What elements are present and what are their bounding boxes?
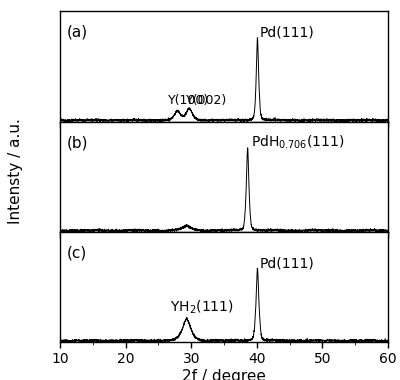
Text: (b): (b) xyxy=(66,135,88,150)
Text: Pd(111): Pd(111) xyxy=(260,257,315,271)
Text: Y(002): Y(002) xyxy=(186,94,227,107)
Text: (c): (c) xyxy=(66,245,87,260)
Text: Pd(111): Pd(111) xyxy=(260,26,315,40)
Text: YH$_2$(111): YH$_2$(111) xyxy=(170,299,234,316)
Text: Intensty / a.u.: Intensty / a.u. xyxy=(8,118,24,224)
Text: (a): (a) xyxy=(66,25,88,40)
Text: PdH$_{0.706}$(111): PdH$_{0.706}$(111) xyxy=(251,134,344,151)
Text: Y(100): Y(100) xyxy=(168,94,210,107)
X-axis label: 2f / degree: 2f / degree xyxy=(182,369,266,380)
